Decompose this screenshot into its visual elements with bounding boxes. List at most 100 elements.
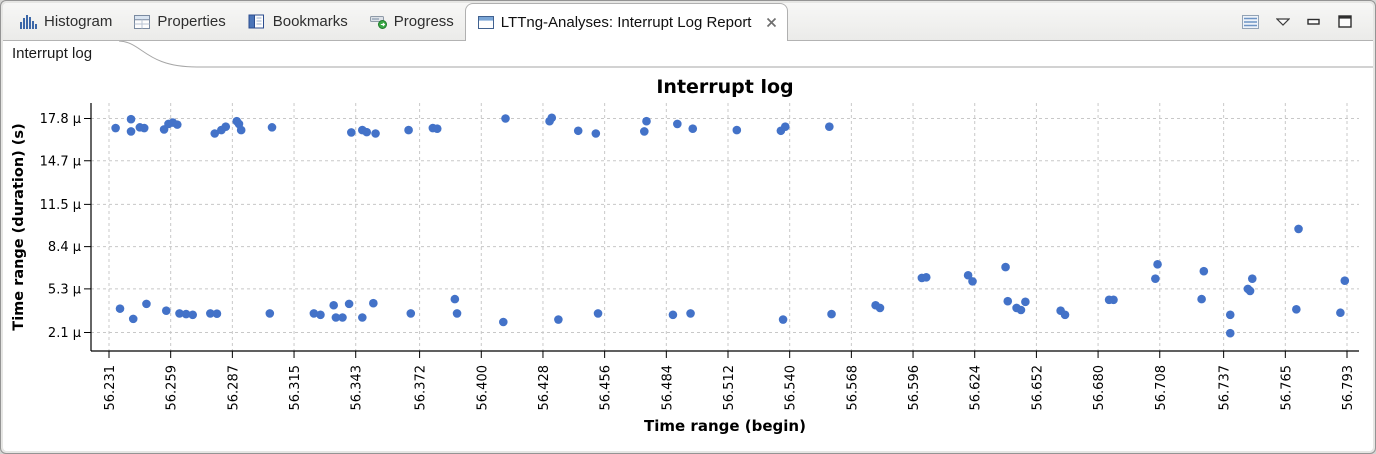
x-tick-label: 56.652 <box>1030 365 1045 411</box>
y-tick-label: 2.1 µ <box>48 326 81 341</box>
tab-progress[interactable]: Progress <box>359 3 465 40</box>
x-tick-label: 56.231 <box>103 365 118 411</box>
scatter-point <box>1225 328 1235 338</box>
scatter-point <box>1336 308 1345 318</box>
x-tick-label: 56.372 <box>414 365 429 411</box>
scatter-point <box>115 304 125 313</box>
scatter-point <box>309 309 319 318</box>
scatter-point <box>236 125 246 135</box>
progress-icon <box>369 14 387 29</box>
scatter-point <box>362 127 372 137</box>
x-tick-label: 56.624 <box>969 365 984 411</box>
view-window-inner: Histogram Properties <box>3 3 1373 451</box>
scatter-point <box>331 313 341 322</box>
subtab-interrupt-log[interactable]: Interrupt log <box>12 45 93 62</box>
list-view-icon[interactable] <box>1242 14 1259 29</box>
tab-label: Bookmarks <box>272 13 348 30</box>
scatter-point <box>188 310 198 320</box>
scatter-point <box>673 119 682 129</box>
x-tick-label: 56.343 <box>350 365 365 411</box>
view-tabbar: Histogram Properties <box>3 3 1373 41</box>
scatter-point <box>404 125 413 135</box>
scatter-point <box>432 124 442 134</box>
tab-properties[interactable]: Properties <box>123 3 236 40</box>
subtab-row: Interrupt log <box>3 41 1373 69</box>
scatter-point <box>450 294 460 304</box>
scatter-point <box>921 272 931 282</box>
x-tick-label: 56.680 <box>1092 365 1107 411</box>
scatter-point <box>1292 305 1301 314</box>
view-menu-icon[interactable] <box>1276 17 1290 26</box>
scatter-point <box>139 123 149 133</box>
tab-lttng-analyses-interrupt-log-report[interactable]: LTTng-Analyses: Interrupt Log Report <box>464 3 789 41</box>
scatter-point <box>369 298 378 308</box>
x-tick-label: 56.765 <box>1279 365 1294 411</box>
scatter-point <box>347 128 356 137</box>
scatter-point <box>1151 274 1160 283</box>
minimize-icon[interactable] <box>1307 18 1321 26</box>
x-axis-title: Time range (begin) <box>644 417 806 435</box>
scatter-point <box>172 120 182 129</box>
scatter-point <box>1340 276 1350 286</box>
tab-histogram[interactable]: Histogram <box>9 3 123 40</box>
close-icon[interactable] <box>766 17 777 28</box>
scatter-point <box>1003 296 1013 306</box>
scatter-point <box>554 315 563 324</box>
scatter-point <box>210 129 220 138</box>
y-tick-label: 5.3 µ <box>48 282 81 297</box>
scatter-point <box>344 299 354 309</box>
scatter-point <box>1294 224 1303 234</box>
histogram-icon <box>20 14 37 29</box>
scatter-point <box>639 127 649 136</box>
scatter-point <box>406 309 416 318</box>
scatter-point <box>161 306 171 315</box>
y-tick-label: 14.7 µ <box>40 154 81 169</box>
scatter-point <box>1199 266 1209 276</box>
scatter-point <box>668 310 678 320</box>
x-tick-label: 56.596 <box>907 365 922 411</box>
scatter-point <box>1016 305 1026 315</box>
scatter-point <box>111 123 120 133</box>
chart-canvas[interactable]: 2.1 µ 5.3 µ 8.4 µ 11.5 µ 14.7 µ 17.8 µ 56.231 5… <box>3 69 1373 451</box>
maximize-icon[interactable] <box>1338 15 1353 28</box>
y-tick-label: 8.4 µ <box>48 240 81 255</box>
chart-title: Interrupt log <box>656 76 793 98</box>
scatter-point <box>688 124 698 134</box>
x-tick-label: 56.568 <box>845 365 860 411</box>
scatter-point <box>1153 260 1162 269</box>
scatter-point <box>827 309 836 319</box>
scatter-point <box>1225 310 1235 320</box>
scatter-point <box>265 309 275 318</box>
scatter-point <box>501 114 510 123</box>
scatter-point <box>1197 294 1206 304</box>
tab-label: Progress <box>393 13 454 30</box>
scatter-point <box>963 270 973 280</box>
scatter-point <box>1109 295 1118 305</box>
scatter-point <box>329 300 338 310</box>
scatter-point <box>968 277 977 286</box>
y-tick-label: 11.5 µ <box>40 198 81 213</box>
tab-label: Histogram <box>44 13 113 30</box>
scatter-point <box>181 309 191 319</box>
tab-bookmarks[interactable]: Bookmarks <box>237 3 359 40</box>
scatter-point <box>221 122 231 131</box>
x-tick-label: 56.708 <box>1154 365 1169 411</box>
x-tick-label: 56.400 <box>475 365 490 411</box>
scatter-point <box>206 309 215 318</box>
chart-area: 2.1 µ 5.3 µ 8.4 µ 11.5 µ 14.7 µ 17.8 µ 56.231 5… <box>3 69 1373 451</box>
scatter-point <box>316 310 325 320</box>
window-icon <box>477 16 494 29</box>
tab-label: Properties <box>157 13 226 30</box>
x-tick-label: 56.428 <box>537 365 552 411</box>
scatter-point <box>573 126 583 136</box>
x-tick-label: 56.737 <box>1218 365 1233 411</box>
x-tick-label: 56.456 <box>599 365 614 411</box>
scatter-point <box>267 123 277 132</box>
scatter-point <box>212 309 222 318</box>
scatter-point <box>126 127 136 136</box>
scatter-point <box>358 313 367 322</box>
properties-icon <box>134 14 151 29</box>
scatter-point <box>1021 297 1030 307</box>
scatter-point <box>686 309 695 318</box>
x-tick-label: 56.512 <box>722 365 737 411</box>
